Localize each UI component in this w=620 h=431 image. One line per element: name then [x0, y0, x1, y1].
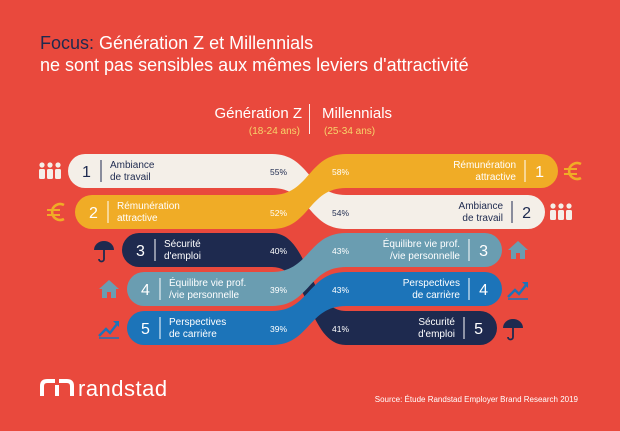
page-title: Focus: Génération Z et Millennials ne so…	[40, 32, 469, 76]
millennials-label: de travail	[462, 213, 503, 224]
euro-icon	[564, 161, 582, 181]
chart-up-icon	[507, 282, 528, 300]
genz-column-title: Génération Z	[214, 105, 302, 122]
millennials-percent: 58%	[332, 167, 349, 177]
house-icon	[508, 241, 528, 259]
umbrella-icon	[503, 319, 523, 341]
millennials-percent: 43%	[332, 246, 349, 256]
millennials-label: /vie personnelle	[390, 251, 460, 262]
title-prefix: Focus:	[40, 33, 95, 53]
genz-rank: 5	[141, 321, 150, 338]
genz-rank: 3	[136, 243, 145, 260]
chart-up-icon	[98, 321, 119, 339]
millennials-label: Ambiance	[459, 201, 504, 212]
genz-percent: 40%	[270, 246, 287, 256]
genz-rank: 2	[89, 205, 98, 222]
millennials-label: Rémunération	[453, 160, 516, 171]
source-note: Source: Étude Randstad Employer Brand Re…	[374, 395, 578, 404]
genz-label: de carrière	[169, 329, 217, 340]
euro-icon	[47, 202, 65, 222]
genz-rank: 1	[82, 164, 91, 181]
millennials-percent: 43%	[332, 285, 349, 295]
millennials-label: Sécurité	[418, 317, 455, 328]
house-icon	[99, 280, 119, 298]
genz-label: Perspectives	[169, 317, 226, 328]
genz-label: Rémunération	[117, 201, 180, 212]
genz-label: Équilibre vie prof.	[169, 276, 246, 289]
genz-percent: 55%	[270, 167, 287, 177]
millennials-label: d'emploi	[418, 329, 455, 340]
millennials-label: Équilibre vie prof.	[383, 237, 460, 250]
flow-band-4	[127, 233, 502, 306]
umbrella-icon	[94, 241, 114, 263]
title-line-2: ne sont pas sensibles aux mêmes leviers …	[40, 55, 469, 75]
genz-label: attractive	[117, 213, 158, 224]
millennials-rank: 1	[535, 164, 544, 181]
millennials-age-range: (25-34 ans)	[324, 126, 376, 137]
millennials-label: Perspectives	[403, 278, 460, 289]
people-icon	[550, 203, 572, 220]
millennials-percent: 54%	[332, 208, 349, 218]
genz-label: Sécurité	[164, 239, 201, 250]
millennials-label: de carrière	[412, 290, 460, 301]
genz-label: /vie personnelle	[169, 290, 239, 301]
brand-name: randstad	[78, 376, 168, 401]
genz-rank: 4	[141, 282, 150, 299]
millennials-column-title: Millennials	[322, 105, 393, 122]
genz-percent: 39%	[270, 324, 287, 334]
flow-band-3	[122, 233, 497, 345]
flow-band-2	[75, 154, 558, 229]
genz-percent: 39%	[270, 285, 287, 295]
randstad-logo-icon	[40, 379, 74, 396]
people-icon	[39, 162, 61, 179]
millennials-rank: 5	[474, 321, 483, 338]
genz-percent: 52%	[270, 208, 287, 218]
millennials-label: attractive	[475, 172, 516, 183]
millennials-rank: 4	[479, 282, 488, 299]
genz-label: de travail	[110, 172, 151, 183]
title-line-1: Génération Z et Millennials	[99, 33, 314, 53]
genz-label: d'emploi	[164, 251, 201, 262]
genz-age-range: (18-24 ans)	[248, 126, 300, 137]
millennials-rank: 2	[522, 205, 531, 222]
column-divider	[309, 104, 310, 134]
millennials-percent: 41%	[332, 324, 349, 334]
genz-label: Ambiance	[110, 160, 155, 171]
flow-band-5	[127, 272, 502, 345]
millennials-rank: 3	[479, 243, 488, 260]
